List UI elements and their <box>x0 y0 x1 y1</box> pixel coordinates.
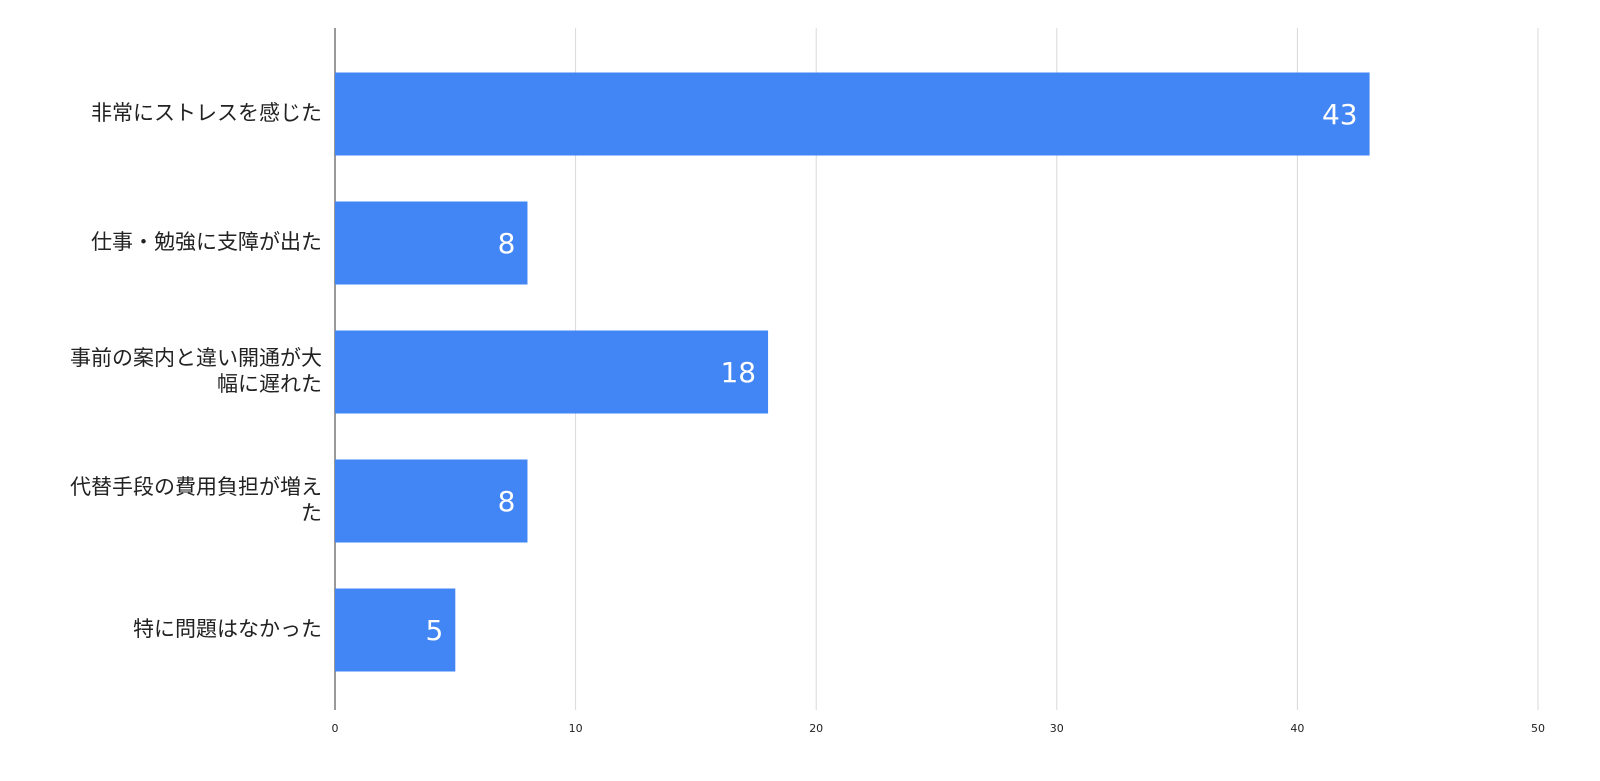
y-tick-label: 非常にストレスを感じた <box>91 101 322 125</box>
value-label: 8 <box>498 485 516 518</box>
x-tick-label: 0 <box>332 722 339 735</box>
value-label: 43 <box>1322 98 1358 131</box>
x-tick-label: 10 <box>569 722 583 735</box>
value-label: 18 <box>720 356 756 389</box>
y-tick-label: 仕事・勉強に支障が出た <box>91 230 322 254</box>
x-tick-label: 40 <box>1290 722 1304 735</box>
x-tick-label: 20 <box>809 722 823 735</box>
value-label: 8 <box>498 227 516 260</box>
value-label: 5 <box>425 614 443 647</box>
bar <box>335 459 528 543</box>
x-tick-label: 50 <box>1531 722 1545 735</box>
y-tick-label: 特に問題はなかった <box>133 617 322 641</box>
bar <box>335 588 456 672</box>
bar <box>335 330 769 414</box>
bar <box>335 201 528 285</box>
y-tick-label: 事前の案内と違い開通が大幅に遅れた <box>70 346 322 396</box>
bar <box>335 72 1370 156</box>
x-tick-label: 30 <box>1050 722 1064 735</box>
y-tick-label: 代替手段の費用負担が増えた <box>70 475 322 525</box>
